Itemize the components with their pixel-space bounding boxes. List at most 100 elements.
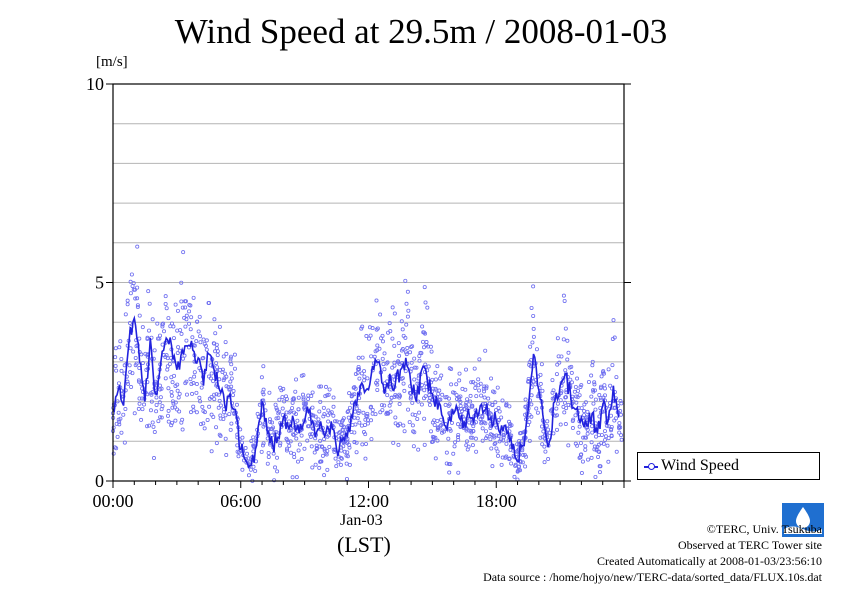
x-axis-date-label: Jan-03 — [340, 512, 383, 529]
data-point — [555, 401, 560, 406]
data-point — [577, 393, 582, 398]
data-point — [523, 464, 528, 469]
data-point — [320, 453, 325, 458]
data-point — [605, 443, 610, 448]
data-point — [509, 461, 514, 466]
data-point — [569, 364, 574, 369]
data-point — [617, 421, 622, 426]
data-point — [472, 366, 477, 371]
data-point — [140, 396, 145, 401]
data-point — [123, 407, 128, 412]
y-tick-label: 5 — [95, 273, 104, 293]
data-point — [471, 429, 476, 434]
legend-label: Wind Speed — [661, 457, 740, 474]
data-point — [345, 409, 350, 414]
data-point — [406, 308, 411, 313]
data-point — [322, 437, 327, 442]
data-point — [416, 447, 421, 452]
data-point — [310, 432, 315, 437]
data-point — [337, 430, 342, 435]
data-point — [188, 410, 193, 415]
data-point — [171, 401, 176, 406]
data-point — [474, 394, 479, 399]
data-point — [436, 391, 441, 396]
data-point — [114, 368, 119, 373]
data-point — [211, 341, 216, 346]
data-point — [496, 418, 501, 423]
data-point — [597, 393, 602, 398]
data-point — [117, 345, 122, 350]
data-point — [388, 400, 393, 405]
data-point — [391, 374, 396, 379]
data-point — [572, 389, 577, 394]
data-point — [546, 427, 551, 432]
data-point — [477, 357, 482, 362]
data-point — [278, 441, 283, 446]
data-point — [325, 467, 330, 472]
data-point — [266, 451, 271, 456]
data-point — [137, 313, 142, 318]
data-point — [148, 391, 153, 396]
data-point — [539, 424, 544, 429]
data-point — [387, 321, 392, 326]
data-point — [575, 376, 580, 381]
data-point — [448, 428, 453, 433]
data-point — [388, 409, 393, 414]
data-point — [596, 454, 601, 459]
data-point — [338, 462, 343, 467]
data-point — [370, 407, 375, 412]
data-point — [209, 412, 214, 417]
data-point — [444, 461, 449, 466]
data-point — [321, 405, 326, 410]
data-point — [294, 436, 299, 441]
data-point — [464, 428, 469, 433]
data-point — [447, 366, 452, 371]
data-point — [410, 400, 415, 405]
data-point — [592, 388, 597, 393]
data-point — [598, 384, 603, 389]
data-point — [619, 437, 624, 442]
data-point — [444, 395, 449, 400]
data-point — [533, 382, 538, 387]
data-point — [579, 383, 584, 388]
data-point — [323, 394, 328, 399]
data-point — [135, 285, 140, 290]
data-point — [160, 404, 165, 409]
data-point — [464, 400, 469, 405]
data-point — [189, 315, 194, 320]
data-point — [356, 410, 361, 415]
data-point — [275, 455, 280, 460]
data-point — [565, 338, 570, 343]
data-point — [190, 391, 195, 396]
data-point — [288, 439, 293, 444]
data-point — [137, 396, 142, 401]
data-point — [367, 336, 372, 341]
data-point — [334, 464, 339, 469]
data-point — [223, 436, 228, 441]
data-point — [385, 393, 390, 398]
data-point — [428, 395, 433, 400]
data-point — [529, 393, 534, 398]
data-point — [390, 365, 395, 370]
data-point — [261, 387, 266, 392]
data-point — [223, 340, 228, 345]
data-point — [374, 327, 379, 332]
data-point — [267, 417, 272, 422]
data-point — [586, 379, 591, 384]
data-point — [228, 354, 233, 359]
data-point — [284, 436, 289, 441]
data-point — [515, 468, 520, 473]
data-point — [483, 348, 488, 353]
data-point — [259, 375, 264, 380]
data-point — [566, 443, 571, 448]
data-point — [267, 390, 272, 395]
data-point — [140, 407, 145, 412]
data-point — [149, 399, 154, 404]
data-point — [561, 337, 566, 342]
data-point — [173, 400, 178, 405]
data-point — [412, 356, 417, 361]
data-point — [369, 437, 374, 442]
data-point — [133, 363, 138, 368]
data-point — [270, 420, 275, 425]
data-point — [301, 395, 306, 400]
